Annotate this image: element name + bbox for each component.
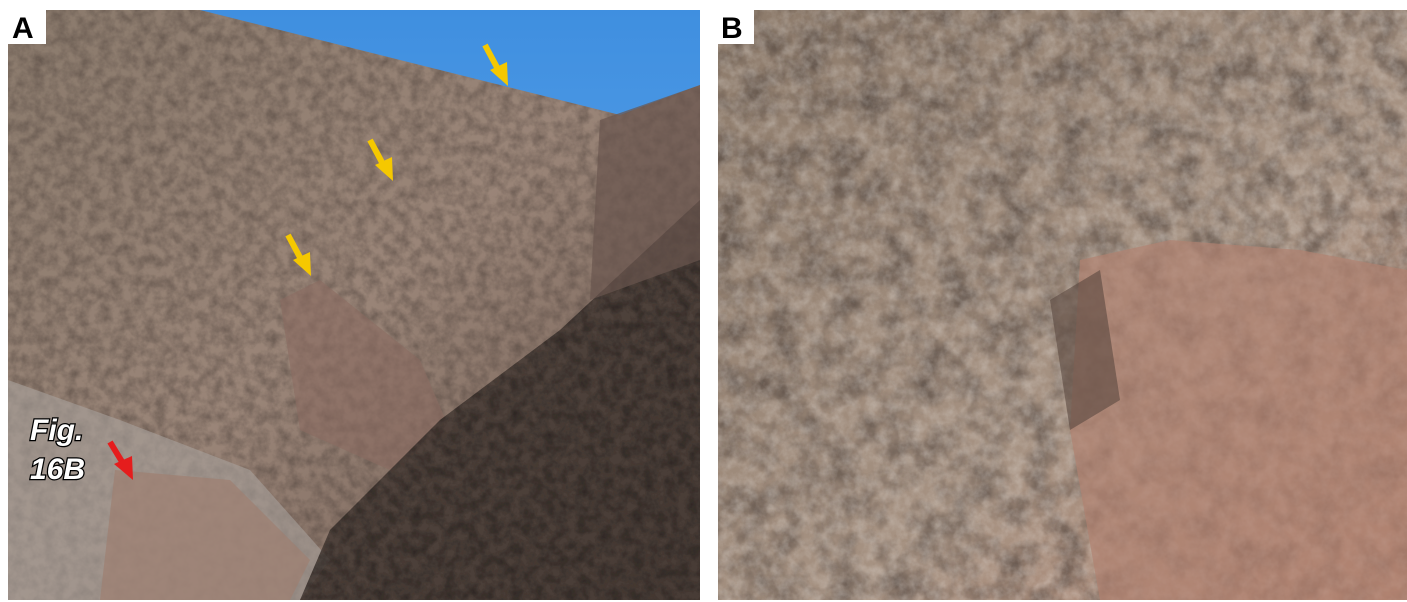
photo-a <box>8 10 700 600</box>
label-box <box>718 10 754 44</box>
panel-label: A <box>12 12 34 45</box>
figure-reference: Fig. <box>30 414 83 447</box>
panel-label: B <box>721 12 743 45</box>
label-box <box>8 10 46 44</box>
figure-reference: 16B <box>30 453 85 486</box>
arrows <box>107 43 508 480</box>
photo-b <box>718 10 1407 600</box>
